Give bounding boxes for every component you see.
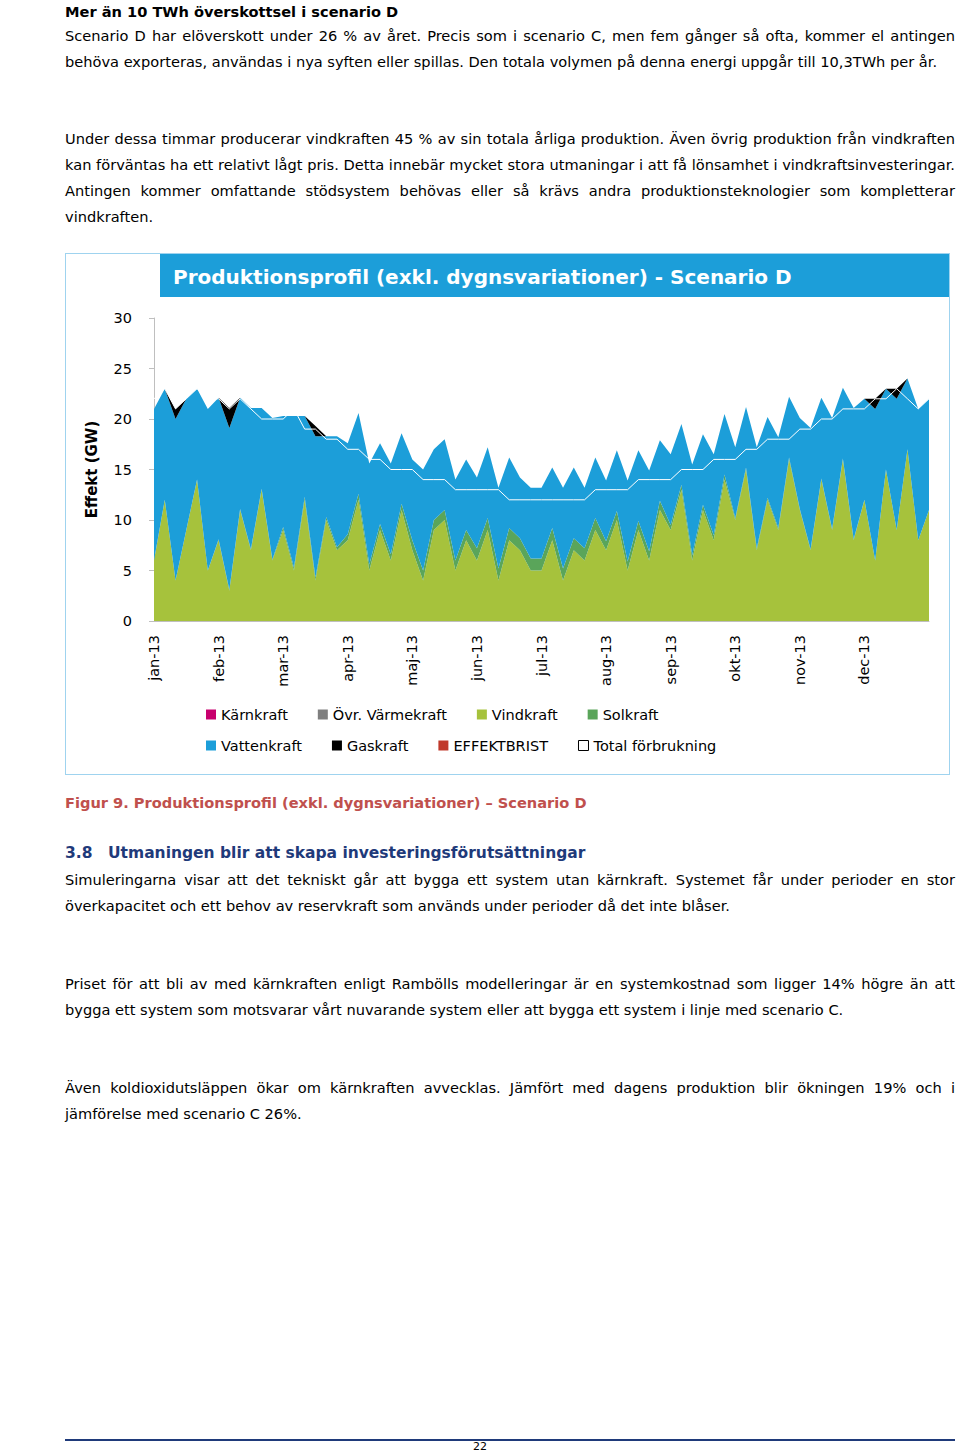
svg-text:Vattenkraft: Vattenkraft (221, 738, 302, 754)
svg-text:20: 20 (114, 411, 132, 427)
svg-text:jan-13: jan-13 (146, 635, 162, 682)
svg-text:Vindkraft: Vindkraft (492, 707, 558, 723)
html-text:Utmaningen blir att skapa inve: Utmaningen blir att skapa investeringsfö… (108, 844, 586, 862)
svg-text:sep-13: sep-13 (663, 635, 679, 684)
svg-text:0: 0 (123, 613, 132, 629)
svg-text:okt-13: okt-13 (727, 635, 743, 682)
svg-text:5: 5 (123, 563, 132, 579)
svg-text:Gaskraft: Gaskraft (347, 738, 409, 754)
svg-text:mar-13: mar-13 (275, 635, 291, 687)
svg-text:EFFEKTBRIST: EFFEKTBRIST (453, 738, 548, 754)
svg-text:30: 30 (114, 310, 132, 326)
svg-text:jun-13: jun-13 (469, 635, 485, 682)
svg-text:Effekt (GW): Effekt (GW) (83, 421, 101, 519)
svg-text:10: 10 (114, 512, 132, 528)
html-text:3.8: 3.8 (65, 844, 93, 862)
html-text:Scenario D har elöverskott und: Scenario D har elöverskott under 26 % av… (65, 27, 955, 70)
svg-text:Övr. Värmekraft: Övr. Värmekraft (333, 706, 447, 723)
html-text:Under dessa timmar producerar: Under dessa timmar producerar vindkrafte… (65, 130, 955, 225)
svg-text:25: 25 (114, 361, 132, 377)
html-text:22: 22 (473, 1440, 487, 1453)
html-text:Även koldioxidutsläppen ökar o: Även koldioxidutsläppen ökar om kärnkraf… (65, 1079, 955, 1122)
svg-text:jul-13: jul-13 (534, 635, 550, 677)
svg-text:15: 15 (114, 462, 132, 478)
svg-text:nov-13: nov-13 (792, 635, 808, 685)
svg-text:Solkraft: Solkraft (603, 707, 659, 723)
svg-text:dec-13: dec-13 (856, 635, 872, 685)
html-text:Priset för att bli av med kärn: Priset för att bli av med kärnkraften en… (65, 975, 955, 1018)
html-text:Simuleringarna visar att det t: Simuleringarna visar att det tekniskt gå… (65, 871, 955, 914)
html-text:Mer än 10 TWh överskottsel i s: Mer än 10 TWh överskottsel i scenario D (65, 3, 399, 20)
html-text:Figur 9. Produktionsprofil (ex: Figur 9. Produktionsprofil (exkl. dygnsv… (65, 794, 587, 811)
svg-text:apr-13: apr-13 (340, 635, 356, 682)
svg-text:Kärnkraft: Kärnkraft (221, 707, 288, 723)
svg-text:aug-13: aug-13 (598, 635, 614, 686)
svg-text:maj-13: maj-13 (404, 635, 420, 686)
svg-text:feb-13: feb-13 (211, 635, 227, 682)
svg-text:Produktionsprofil (exkl. dygns: Produktionsprofil (exkl. dygnsvariatione… (173, 265, 792, 289)
svg-text:Total förbrukning: Total förbrukning (592, 738, 716, 754)
